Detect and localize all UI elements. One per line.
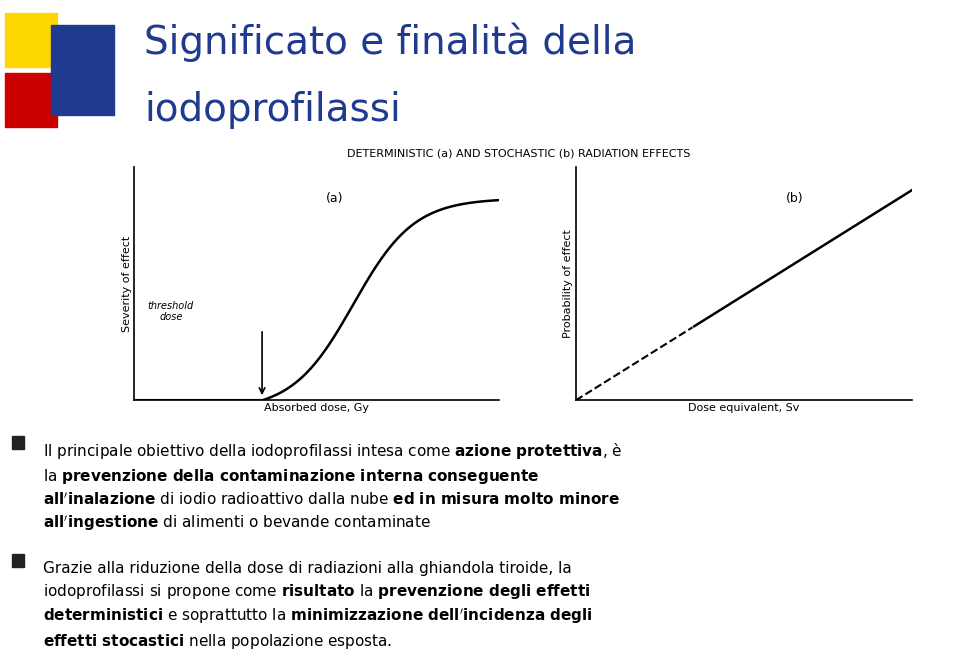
Bar xyxy=(5,13,57,67)
Text: (b): (b) xyxy=(785,192,804,205)
Text: DETERMINISTIC (a) AND STOCHASTIC (b) RADIATION EFFECTS: DETERMINISTIC (a) AND STOCHASTIC (b) RAD… xyxy=(347,149,690,159)
Y-axis label: Probability of effect: Probability of effect xyxy=(564,229,573,338)
Bar xyxy=(12,436,24,449)
X-axis label: Absorbed dose, Gy: Absorbed dose, Gy xyxy=(264,403,370,413)
Bar xyxy=(51,25,114,115)
Bar xyxy=(5,73,57,127)
Text: iodoprofilassi: iodoprofilassi xyxy=(144,91,400,129)
Text: Grazie alla riduzione della dose di radiazioni alla ghiandola tiroide, la
iodopr: Grazie alla riduzione della dose di radi… xyxy=(43,562,592,651)
Text: Il principale obiettivo della iodoprofilassi intesa come $\bf{azione\ protettiva: Il principale obiettivo della iodoprofil… xyxy=(43,442,623,534)
Text: Significato e finalità della: Significato e finalità della xyxy=(144,22,636,61)
Text: threshold
dose: threshold dose xyxy=(148,301,194,322)
X-axis label: Dose equivalent, Sv: Dose equivalent, Sv xyxy=(688,403,800,413)
Text: (a): (a) xyxy=(326,192,344,205)
Bar xyxy=(12,554,24,568)
Y-axis label: Severity of effect: Severity of effect xyxy=(122,235,132,331)
